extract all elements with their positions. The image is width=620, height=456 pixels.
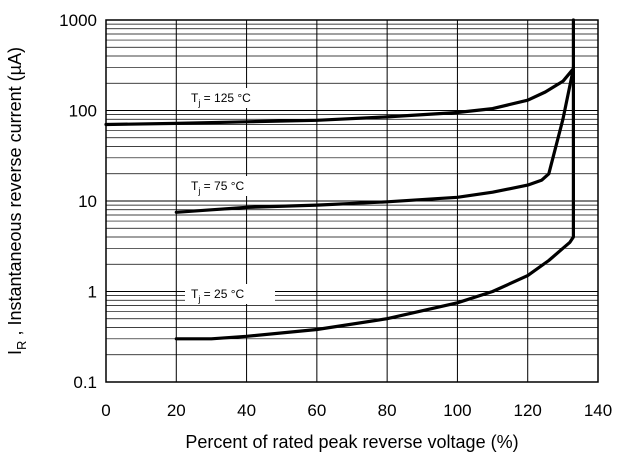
x-tick-label: 20 bbox=[167, 401, 186, 420]
x-tick-label: 60 bbox=[307, 401, 326, 420]
x-tick-label: 120 bbox=[514, 401, 542, 420]
series-line-0 bbox=[104, 18, 576, 127]
x-tick-label: 0 bbox=[101, 401, 110, 420]
series-label-75: Tj = 75 °C bbox=[185, 176, 283, 196]
series-label-bg bbox=[185, 176, 283, 196]
x-tick-labels: 0 20 40 60 80 100 120 140 bbox=[101, 401, 612, 420]
plot-frame bbox=[105, 19, 599, 383]
y-axis-title: IR , Instantaneous reverse current (µA) bbox=[5, 47, 29, 355]
x-tick-label: 40 bbox=[237, 401, 256, 420]
x-tick-label: 100 bbox=[443, 401, 471, 420]
grid bbox=[105, 20, 599, 383]
series-label-text: Tj = 75 °C bbox=[191, 179, 245, 196]
series-label-text: Tj = 25 °C bbox=[191, 287, 245, 304]
y-tick-label: 10 bbox=[78, 192, 97, 211]
series-line-2 bbox=[174, 67, 576, 341]
series-labels: Tj = 125 °C Tj = 75 °C Tj = 25 °C bbox=[185, 88, 291, 304]
y-tick-label: 1 bbox=[88, 283, 97, 302]
series-curves bbox=[104, 18, 576, 341]
y-tick-labels: 0.1 1 10 100 1000 bbox=[59, 11, 97, 392]
series-label-text: Tj = 125 °C bbox=[191, 91, 251, 108]
series-line-1 bbox=[174, 67, 576, 214]
x-tick-label: 140 bbox=[584, 401, 612, 420]
y-tick-label: 1000 bbox=[59, 11, 97, 30]
series-label-bg bbox=[185, 284, 275, 304]
y-tick-label: 100 bbox=[69, 102, 97, 121]
series-label-25: Tj = 25 °C bbox=[185, 284, 275, 304]
y-tick-label: 0.1 bbox=[73, 373, 97, 392]
x-tick-label: 80 bbox=[378, 401, 397, 420]
series-label-bg bbox=[185, 88, 291, 108]
series-label-125: Tj = 125 °C bbox=[185, 88, 291, 108]
x-axis-title: Percent of rated peak reverse voltage (%… bbox=[185, 432, 518, 452]
